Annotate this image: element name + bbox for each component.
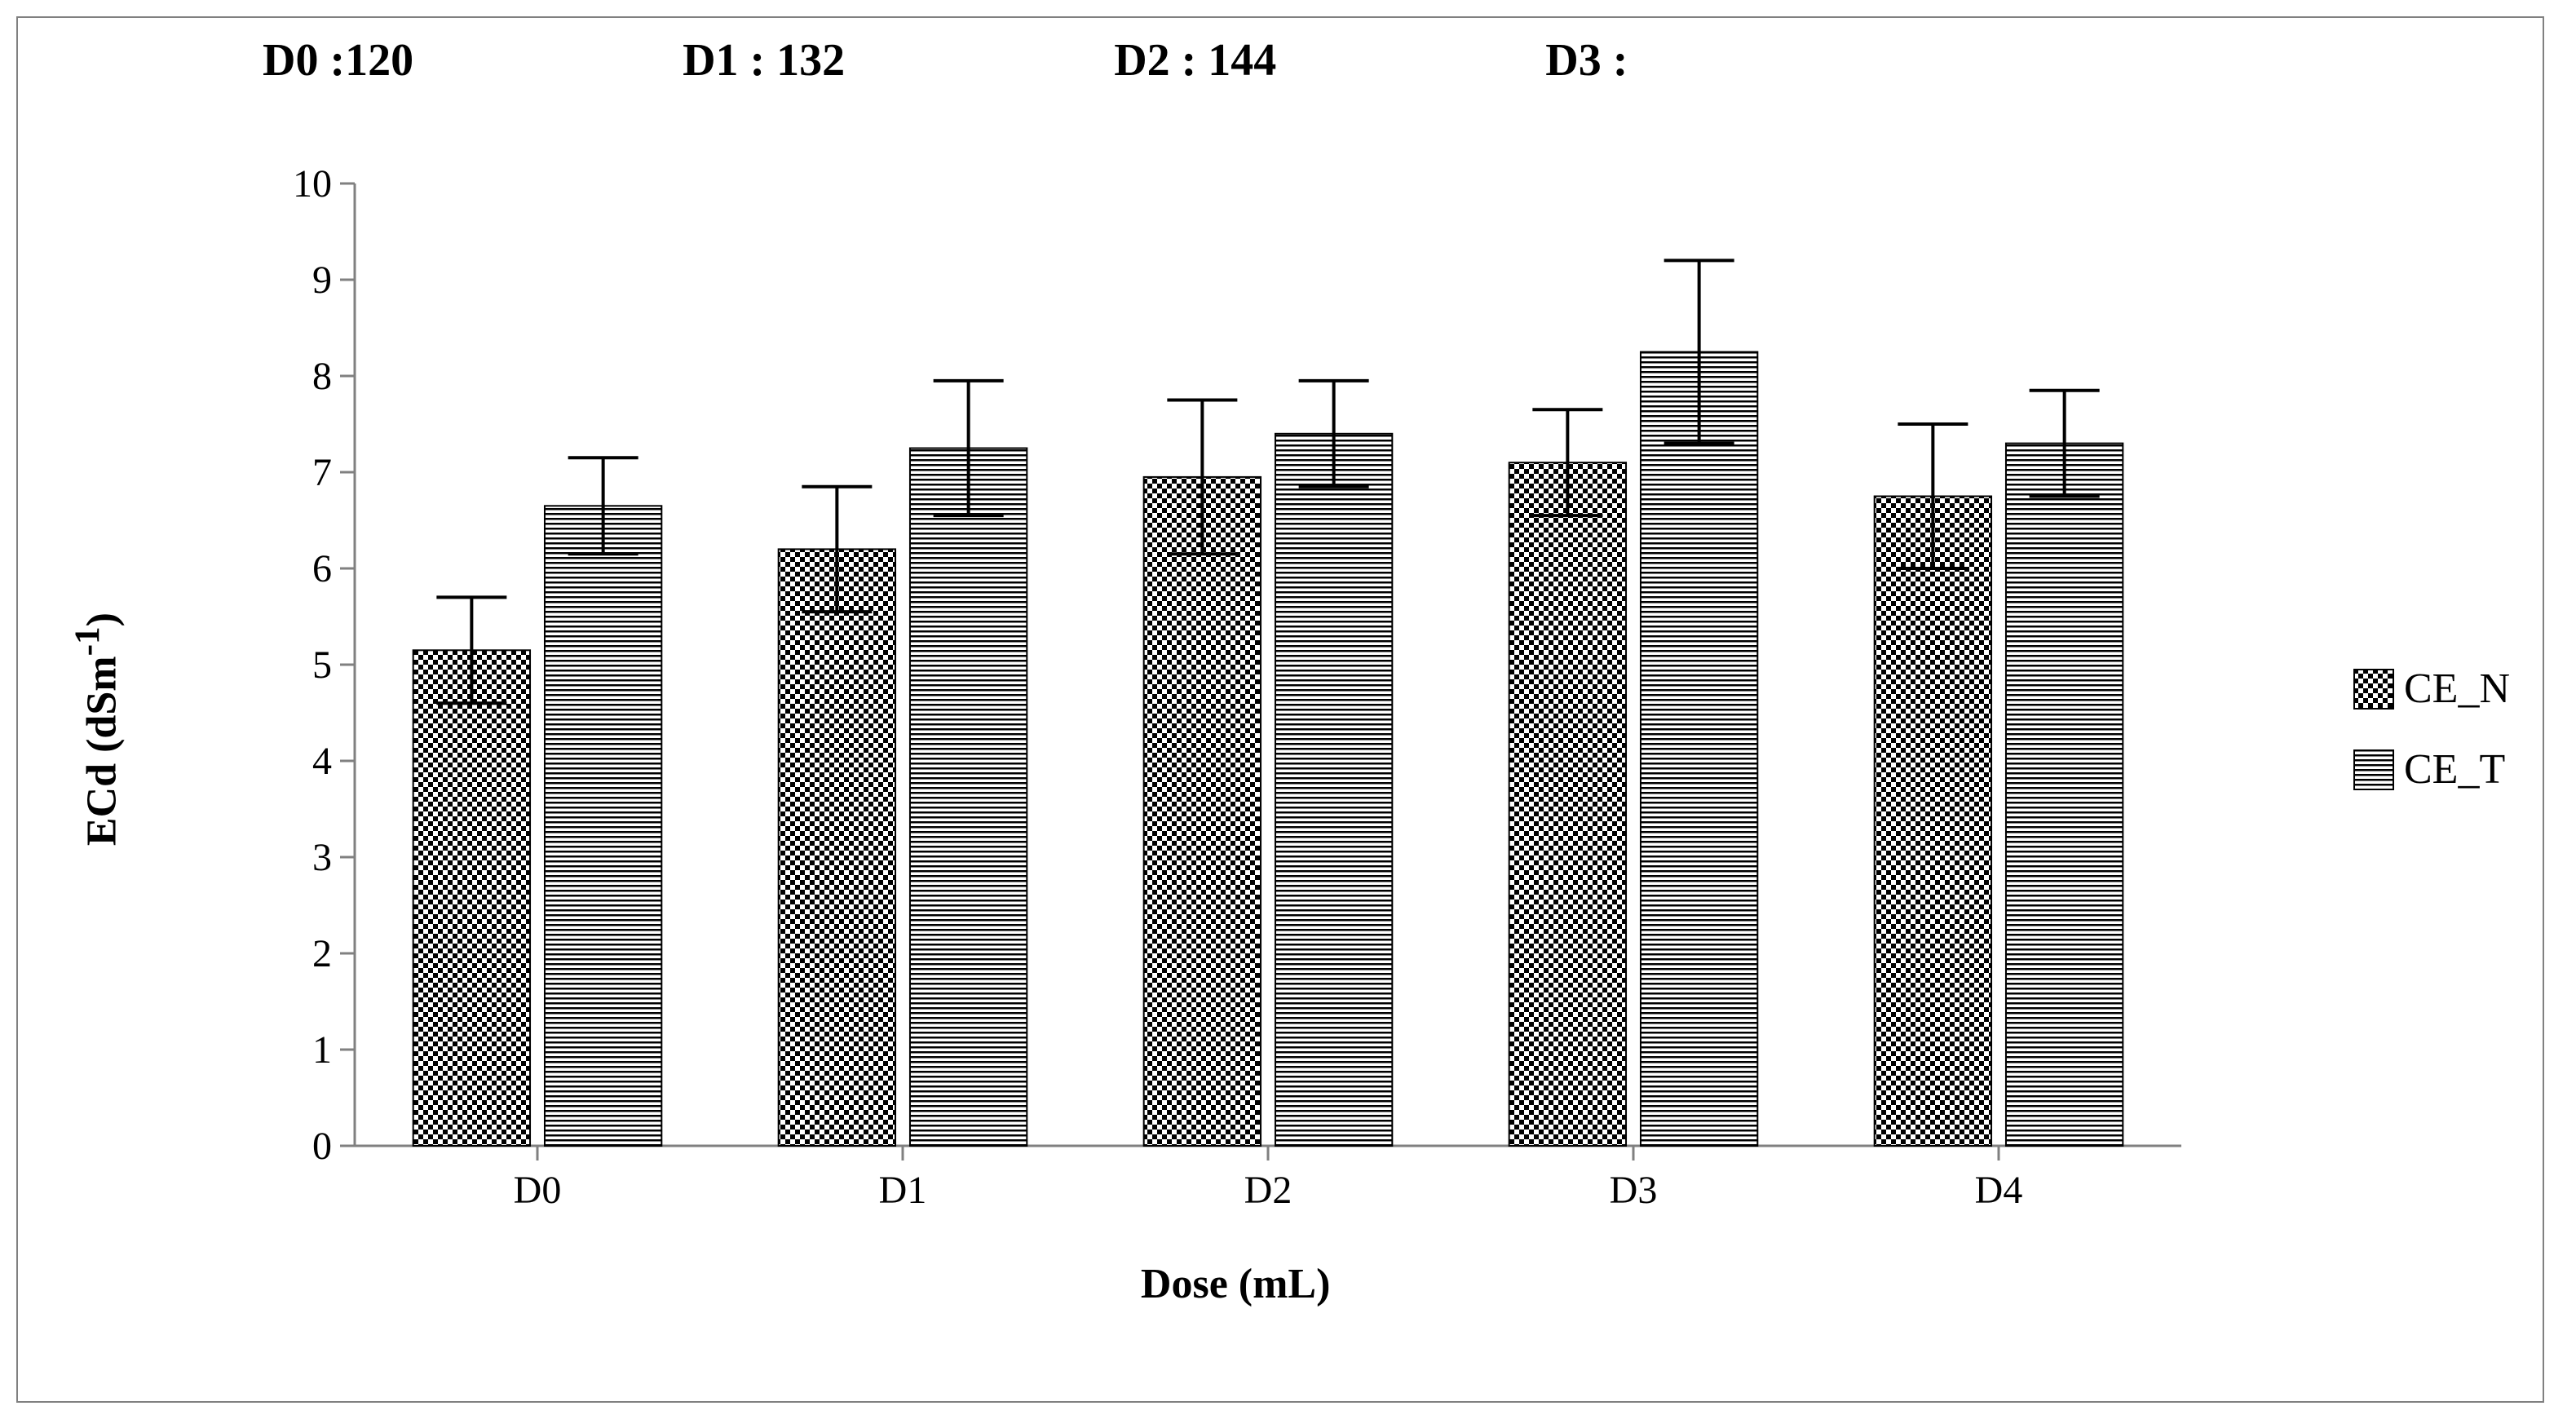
svg-text:D1: D1 xyxy=(879,1169,927,1212)
svg-text:5: 5 xyxy=(312,643,332,687)
legend-item-ce-t: CE_T xyxy=(2353,745,2510,794)
svg-text:4: 4 xyxy=(312,740,332,783)
legend-label-ce-t: CE_T xyxy=(2404,745,2505,794)
svg-text:D4: D4 xyxy=(1975,1169,2023,1212)
svg-text:D2: D2 xyxy=(1244,1169,1292,1212)
chart-wrap: ECd (dSm-1) 0 1 2 3 4 5 6 7 8 9 10 D0 D1 D2 D3 D4 Dose … xyxy=(34,103,2526,1355)
legend-swatch-ce-n xyxy=(2353,669,2394,710)
figure-frame: D0 :120 D1 : 132 D2 : 144 D3 : ECd (dSm-… xyxy=(16,16,2544,1403)
header-label-d1: D1 : 132 xyxy=(683,34,845,86)
svg-text:D3: D3 xyxy=(1610,1169,1658,1212)
x-axis-label: Dose (mL) xyxy=(1141,1260,1331,1308)
svg-text:2: 2 xyxy=(312,932,332,975)
svg-text:3: 3 xyxy=(312,836,332,879)
header-label-d0: D0 :120 xyxy=(263,34,413,86)
bar-chart: 0 1 2 3 4 5 6 7 8 9 10 D0 D1 D2 D3 D4 xyxy=(257,151,2214,1252)
svg-text:8: 8 xyxy=(312,355,332,398)
header-labels-row: D0 :120 D1 : 132 D2 : 144 D3 : xyxy=(34,26,2526,103)
y-axis-label: ECd (dSm-1) xyxy=(67,612,126,846)
svg-text:1: 1 xyxy=(312,1028,332,1072)
svg-text:6: 6 xyxy=(312,547,332,590)
legend-swatch-ce-t xyxy=(2353,749,2394,790)
svg-text:0: 0 xyxy=(312,1125,332,1168)
svg-text:9: 9 xyxy=(312,259,332,302)
legend: CE_N CE_T xyxy=(2353,665,2510,794)
y-axis-label-text: ECd (dSm-1) xyxy=(78,612,125,846)
svg-text:D0: D0 xyxy=(514,1169,562,1212)
header-label-d3: D3 : xyxy=(1545,34,1628,86)
legend-item-ce-n: CE_N xyxy=(2353,665,2510,713)
svg-text:10: 10 xyxy=(293,162,332,206)
legend-label-ce-n: CE_N xyxy=(2404,665,2510,713)
header-label-d2: D2 : 144 xyxy=(1114,34,1276,86)
svg-text:7: 7 xyxy=(312,451,332,494)
chart-column: 0 1 2 3 4 5 6 7 8 9 10 D0 D1 D2 D3 D4 Dose (mL) xyxy=(134,151,2337,1308)
